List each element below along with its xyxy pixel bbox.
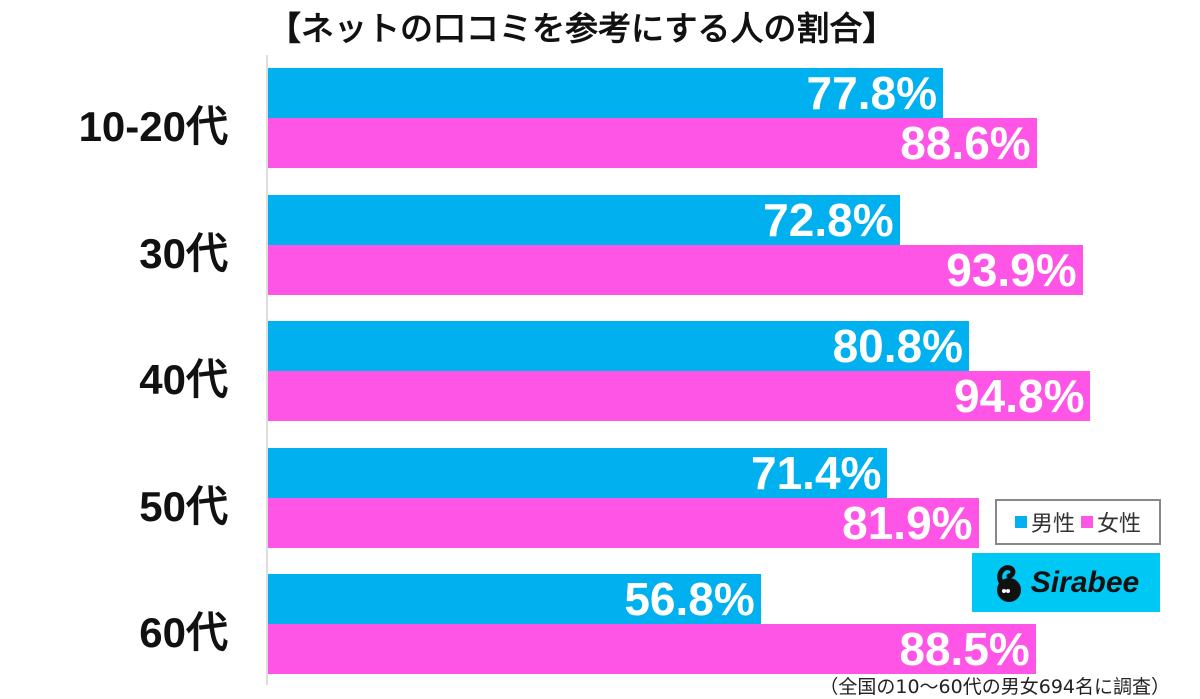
sirabee-logo: Sirabee [972, 553, 1160, 612]
category-label: 50代 [139, 482, 228, 530]
legend-item-male: 男性 [1014, 506, 1075, 538]
legend: 男性 女性 [995, 499, 1161, 545]
category-label: 60代 [139, 609, 228, 656]
sirabee-swan-icon [996, 564, 1021, 602]
category-label: 30代 [139, 229, 228, 277]
male-bar: 71.4% [268, 446, 888, 499]
category-label: 10-20代 [78, 103, 228, 150]
bar-value-label: 56.8% [624, 573, 755, 625]
legend-item-female: 女性 [1081, 506, 1141, 538]
bar-value-label: 81.9% [842, 496, 973, 549]
male-swatch-icon [1014, 516, 1027, 528]
bar-value-label: 77.8% [806, 67, 937, 119]
bar-value-label: 72.8% [763, 193, 894, 246]
male-bar: 56.8% [268, 574, 761, 624]
bar-value-label: 88.5% [899, 623, 1030, 675]
bar-value-label: 93.9% [946, 243, 1077, 296]
female-swatch-icon [1081, 516, 1093, 528]
survey-note: （全国の10〜60代の男女694名に調査） [819, 676, 1170, 698]
bar-value-label: 80.8% [832, 320, 964, 372]
bar-value-label: 94.8% [954, 370, 1085, 422]
category-label: 40代 [139, 356, 228, 403]
female-bar: 81.9% [268, 496, 979, 549]
chart-title: 【ネットの口コミを参考にする人の割合】 [268, 9, 896, 48]
female-bar: 88.5% [268, 624, 1036, 674]
y-axis-line [266, 55, 268, 685]
legend-label-female: 女性 [1097, 512, 1142, 537]
bar-value-label: 88.6% [900, 117, 1031, 169]
male-bar: 80.8% [268, 320, 970, 372]
legend-label-male: 男性 [1030, 512, 1075, 537]
logo-text: Sirabee [1030, 565, 1140, 599]
bar-value-label: 71.4% [751, 446, 882, 499]
male-bar: 72.8% [268, 193, 900, 246]
female-bar: 93.9% [268, 243, 1083, 296]
male-bar: 77.8% [268, 68, 943, 118]
female-bar: 94.8% [268, 370, 1091, 422]
female-bar: 88.6% [268, 118, 1037, 168]
